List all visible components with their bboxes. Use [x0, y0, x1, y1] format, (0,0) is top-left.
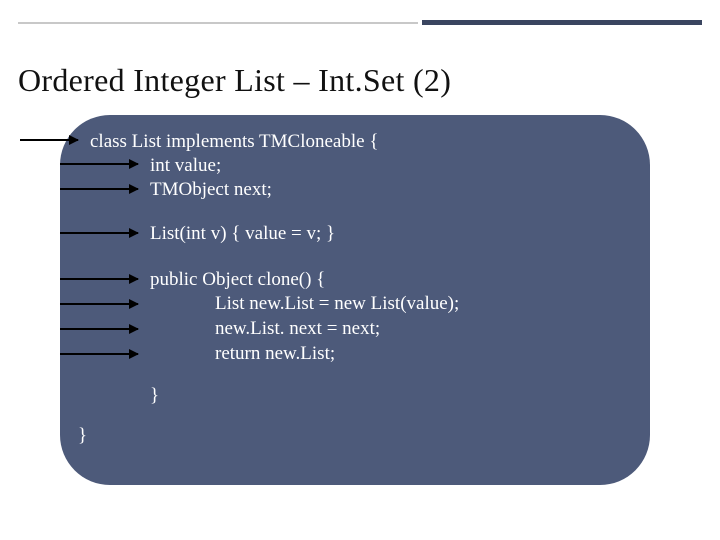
code-line-1: class List implements TMCloneable {: [90, 131, 378, 153]
header-rule-accent: [422, 20, 702, 25]
code-line-8: return new.List;: [215, 343, 335, 365]
code-line-5: public Object clone() {: [150, 269, 325, 291]
arrow-5: [60, 278, 138, 280]
header-rule: [18, 20, 702, 24]
header-rule-light: [18, 22, 418, 24]
arrow-1: [20, 139, 78, 141]
code-line-6: List new.List = new List(value);: [215, 293, 459, 315]
arrow-2: [60, 163, 138, 165]
arrow-6: [60, 303, 138, 305]
code-line-2: int value;: [150, 155, 221, 177]
code-line-10: }: [78, 425, 87, 447]
arrow-3: [60, 188, 138, 190]
code-line-9: }: [150, 385, 159, 407]
code-line-7: new.List. next = next;: [215, 318, 380, 340]
code-block: class List implements TMCloneable { int …: [60, 115, 650, 485]
code-line-4: List(int v) { value = v; }: [150, 223, 335, 245]
arrow-4: [60, 232, 138, 234]
arrow-8: [60, 353, 138, 355]
code-line-3: TMObject next;: [150, 179, 272, 201]
arrow-7: [60, 328, 138, 330]
slide-title: Ordered Integer List – Int.Set (2): [18, 62, 451, 99]
